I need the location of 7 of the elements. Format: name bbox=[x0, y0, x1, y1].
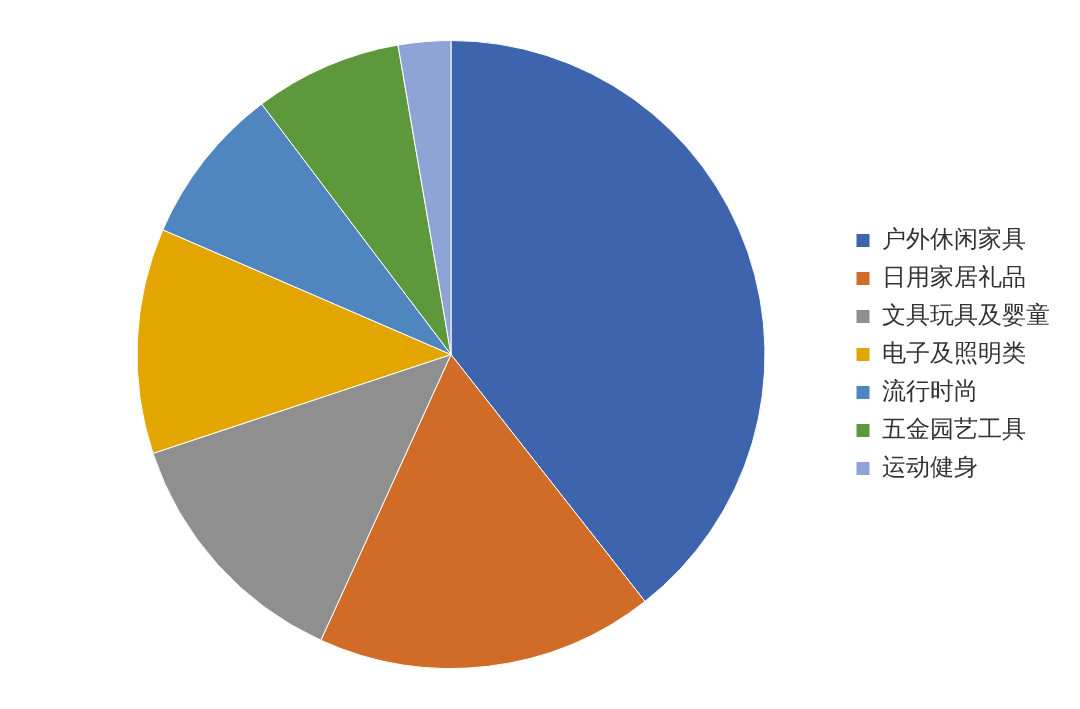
legend-label: 日用家居礼品 bbox=[882, 262, 1026, 291]
legend-label: 运动健身 bbox=[882, 452, 978, 481]
legend-label: 五金园艺工具 bbox=[882, 414, 1026, 443]
legend-label: 流行时尚 bbox=[882, 376, 978, 405]
legend-label: 户外休闲家具 bbox=[882, 224, 1026, 253]
legend-label: 文具玩具及婴童 bbox=[882, 300, 1050, 329]
legend-label: 电子及照明类 bbox=[882, 338, 1026, 367]
